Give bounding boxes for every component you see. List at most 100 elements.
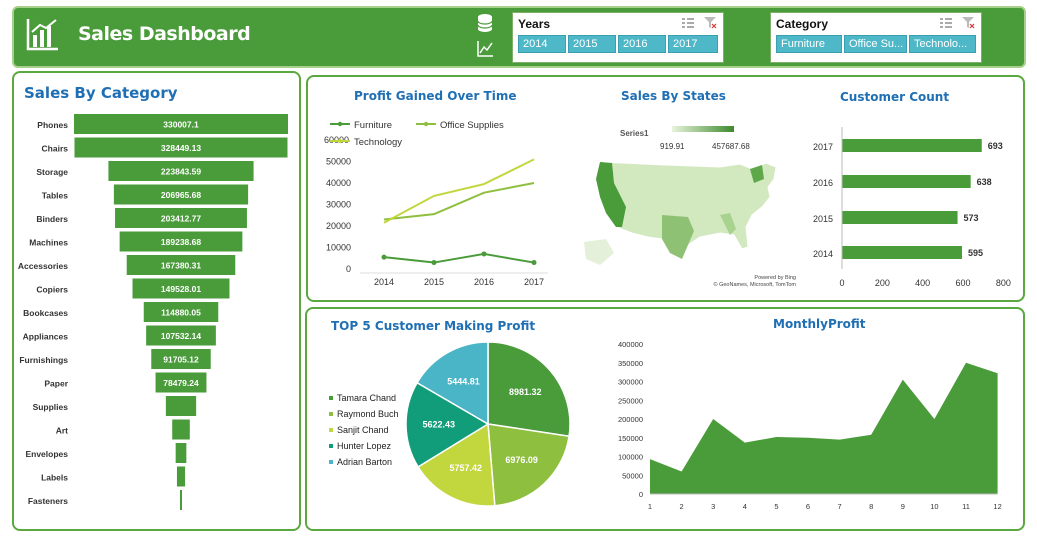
category-bar[interactable] [176, 466, 186, 487]
pie-slice[interactable] [405, 381, 490, 468]
category-furniture-button[interactable]: Furniture [776, 35, 842, 53]
category-bar[interactable] [74, 137, 288, 158]
customer-count-bar[interactable] [842, 175, 971, 188]
category-label: Furnishings [19, 355, 68, 365]
category-bar[interactable] [165, 396, 197, 416]
category-value-label: 203412.77 [161, 214, 201, 224]
category-bar[interactable] [126, 255, 236, 275]
customer-count-value: 595 [968, 248, 983, 258]
category-value-label: 149528.01 [161, 284, 201, 294]
state-texas[interactable] [662, 215, 694, 259]
category-label: Fasteners [28, 496, 68, 506]
clear-filter-icon[interactable] [703, 16, 717, 29]
category-bar[interactable] [143, 302, 219, 322]
map-legend-min: 919.91 [660, 142, 685, 151]
series-point[interactable] [531, 260, 537, 266]
series-point[interactable] [481, 251, 487, 257]
clear-filter-icon[interactable] [961, 16, 975, 29]
x-tick-label: 200 [875, 278, 890, 288]
x-tick-label: 4 [743, 502, 747, 511]
series-point[interactable] [431, 260, 437, 266]
legend-label: Hunter Lopez [337, 441, 392, 451]
x-tick-label: 7 [838, 502, 842, 511]
x-tick-label: 8 [869, 502, 873, 511]
y-tick-label: 300000 [618, 378, 643, 387]
sales-by-category-panel: Sales By Category Phones 330007.1 Chairs 32… [12, 71, 301, 531]
category-bar[interactable] [119, 231, 243, 252]
category-value-label: 78479.24 [163, 378, 199, 388]
year-label: 2017 [813, 142, 833, 152]
category-bar[interactable] [175, 443, 187, 463]
category-bar[interactable] [115, 208, 247, 228]
category-bar[interactable] [132, 278, 230, 299]
customer-count-bar[interactable] [842, 139, 982, 152]
category-label: Paper [44, 379, 68, 389]
category-label: Copiers [36, 285, 68, 295]
legend-swatch [329, 460, 333, 464]
legend-swatch [329, 412, 333, 416]
bottom-charts-panel: TOP 5 Customer Making Profit 8981.32 6976… [305, 307, 1025, 531]
x-tick-label: 9 [901, 502, 905, 511]
year-2015-button[interactable]: 2015 [568, 35, 616, 53]
category-label: Envelopes [25, 449, 68, 459]
monthly-profit-area[interactable] [650, 362, 998, 494]
years-slicer: Years 2014 2015 2016 2017 [512, 12, 724, 63]
category-office-supplies-button[interactable]: Office Su... [844, 35, 907, 53]
customer-count-bar[interactable] [842, 211, 958, 224]
y-tick-label: 50000 [622, 471, 643, 480]
category-bar[interactable] [151, 349, 211, 369]
series-line[interactable] [383, 182, 535, 221]
multi-select-icon[interactable] [681, 17, 695, 29]
series-point[interactable] [381, 254, 387, 260]
x-tick-label: 3 [711, 502, 715, 511]
pie-slice[interactable] [417, 422, 496, 507]
category-bar[interactable] [108, 161, 254, 181]
customer-count-bar[interactable] [842, 246, 962, 259]
monthly-profit-title: MonthlyProfit [773, 317, 866, 331]
map-legend-series: Series1 [620, 129, 649, 138]
line-chart-icon[interactable] [476, 40, 494, 58]
sales-by-category-title: Sales By Category [24, 84, 178, 102]
year-label: 2016 [813, 178, 833, 188]
pie-slice-label: 5444.81 [447, 376, 480, 386]
legend-label: Technology [354, 137, 402, 148]
state-california[interactable] [596, 162, 626, 227]
y-tick-label: 400000 [618, 340, 643, 349]
x-tick-label: 12 [993, 502, 1001, 511]
category-bar[interactable] [172, 419, 190, 440]
pie-slice-label: 5757.42 [450, 463, 483, 473]
y-tick-label: 100000 [618, 453, 643, 462]
series-line[interactable] [383, 252, 535, 264]
category-bar[interactable] [180, 490, 182, 510]
map-legend-gradient [672, 126, 734, 132]
y-tick-label: 200000 [618, 415, 643, 424]
year-label: 2015 [813, 214, 833, 224]
top5-customers-chart: 8981.32 6976.09 5757.42 5622.43 5444.81 Tamar… [329, 341, 571, 507]
x-tick-label: 1 [648, 502, 652, 511]
multi-select-icon[interactable] [939, 17, 953, 29]
category-label: Art [56, 426, 68, 436]
pie-slice[interactable] [487, 423, 570, 507]
database-icon[interactable] [476, 13, 494, 33]
category-bar[interactable] [74, 114, 288, 134]
pie-slice[interactable] [416, 341, 489, 426]
pie-slice[interactable] [487, 341, 571, 438]
category-bar[interactable] [113, 184, 249, 205]
year-2017-button[interactable]: 2017 [668, 35, 718, 53]
category-bar[interactable] [155, 372, 207, 393]
monthly-profit-chart: 0 50000 100000 150000 200000 250000 300000 3500… [618, 340, 1002, 511]
state-florida[interactable] [720, 213, 736, 235]
x-tick-label: 5 [774, 502, 778, 511]
x-tick-label: 6 [806, 502, 810, 511]
year-2016-button[interactable]: 2016 [618, 35, 666, 53]
category-bar[interactable] [146, 325, 216, 346]
state-alaska[interactable] [584, 239, 614, 265]
series-line[interactable] [383, 158, 535, 224]
year-2014-button[interactable]: 2014 [518, 35, 566, 53]
y-tick-label: 250000 [618, 396, 643, 405]
state-new-york[interactable] [750, 165, 764, 183]
us-map-shape[interactable] [595, 161, 777, 260]
legend-marker [423, 121, 429, 127]
dashboard-header: Sales Dashboard Years 2014 2015 2016 201… [12, 6, 1026, 68]
category-technology-button[interactable]: Technolo... [909, 35, 976, 53]
